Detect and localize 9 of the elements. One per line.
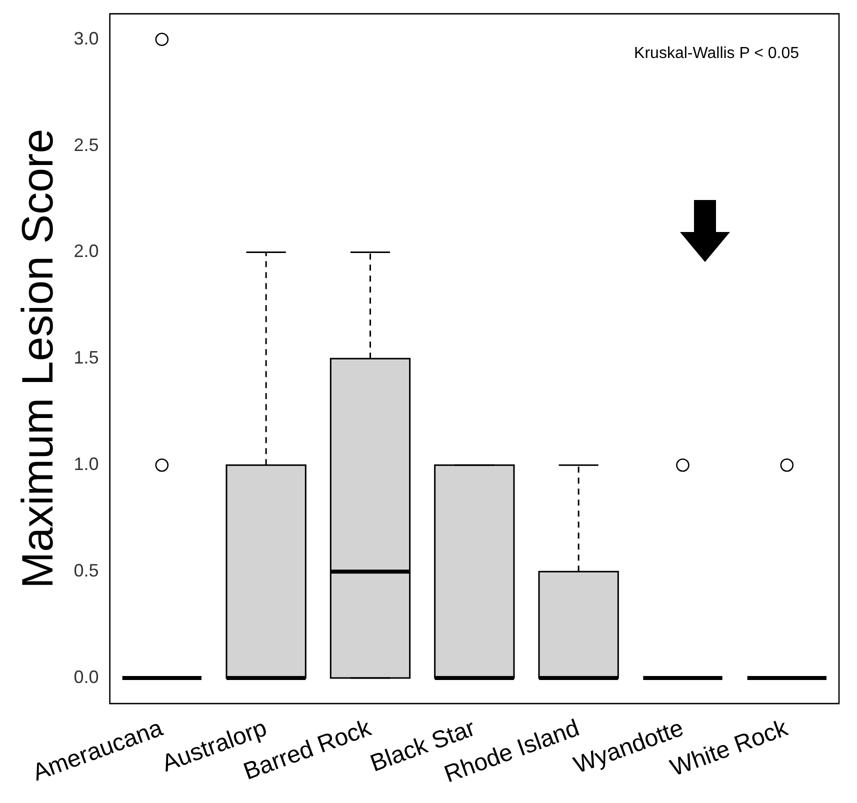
y-tick-label: 0.0 bbox=[74, 666, 99, 687]
y-tick-label: 1.5 bbox=[74, 348, 99, 368]
annotation: Kruskal-Wallis P < 0.05 bbox=[634, 45, 800, 62]
y-tick-label: 1.0 bbox=[74, 454, 99, 474]
y-tick-label: 0.5 bbox=[74, 560, 99, 581]
y-axis-title: Maximum Lesion Score bbox=[14, 128, 63, 589]
y-tick-label: 2.0 bbox=[74, 241, 99, 262]
y-tick-label: 2.5 bbox=[74, 134, 99, 155]
y-tick-label: 3.0 bbox=[74, 28, 99, 48]
